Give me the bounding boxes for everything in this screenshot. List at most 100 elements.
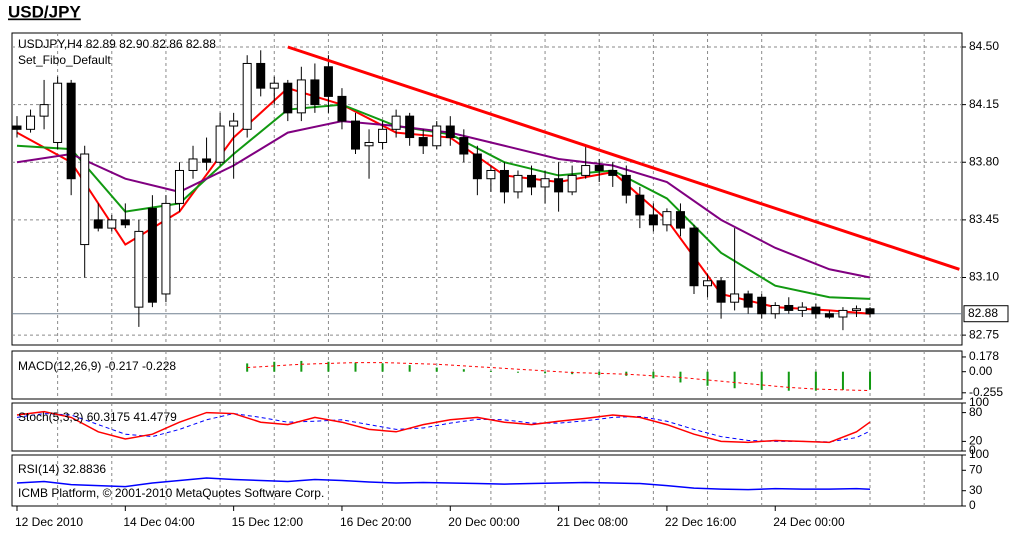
macd-bar [787, 371, 790, 391]
macd-bar [300, 360, 303, 372]
candle-body [743, 293, 753, 308]
candle-body [797, 306, 807, 311]
candle-body [527, 174, 537, 188]
trendline [287, 45, 960, 271]
candle-body [229, 120, 239, 127]
y-tick-label: 84.15 [969, 97, 999, 111]
candle-body [594, 165, 604, 171]
candle-body [242, 62, 252, 130]
rsi-line [16, 477, 871, 491]
macd-bar [435, 367, 438, 372]
macd-bar [516, 371, 519, 373]
x-tick-label: 22 Dec 16:00 [665, 515, 737, 529]
copyright: ICMB Platform, © 2001-2010 MetaQuotes So… [18, 486, 324, 500]
stoch-signal [16, 413, 871, 443]
header: USDJPY,H4 82.89 82.90 82.86 82.88 [18, 37, 216, 51]
macd-bar [381, 363, 384, 372]
x-tick-label: 21 Dec 08:00 [557, 515, 629, 529]
y-tick-label: 82.75 [969, 327, 999, 341]
candle-body [378, 128, 388, 143]
candle-body [107, 219, 117, 229]
candle-body [269, 82, 279, 89]
candle-body [161, 202, 171, 295]
y-tick-label: 0.00 [969, 364, 993, 378]
y-tick-label: 84.50 [969, 39, 999, 53]
candle-body [202, 158, 212, 163]
macd-bar [760, 371, 763, 390]
x-tick-label: 12 Dec 2010 [15, 515, 83, 529]
price-label-box [963, 305, 1009, 323]
candle-body [364, 141, 374, 147]
candle-body [147, 207, 157, 303]
candle-body [93, 219, 103, 229]
y-tick-label: 70 [969, 462, 983, 476]
candle-body [811, 306, 821, 315]
macd-bar [733, 371, 736, 389]
candle-body [486, 169, 496, 180]
candle-body [635, 194, 645, 216]
candle-body [39, 104, 49, 117]
macd-bar [652, 371, 655, 379]
candle-body [662, 211, 672, 226]
candle-body [310, 79, 320, 106]
candle-body [12, 125, 22, 130]
macd-bar [841, 371, 844, 390]
candle-body [215, 125, 225, 163]
y-tick-label: 83.10 [969, 270, 999, 284]
indicator-label: Set_Fibo_Default [18, 53, 111, 67]
candle-body [351, 120, 360, 150]
candle-body [716, 280, 726, 303]
candle-body [256, 62, 266, 89]
stoch-main [16, 410, 871, 444]
macd-bar [869, 371, 872, 390]
x-tick-label: 20 Dec 00:00 [448, 515, 520, 529]
x-tick-label: 15 Dec 12:00 [232, 515, 304, 529]
macd-bar [354, 362, 357, 372]
candle-body [540, 178, 550, 188]
candle-body [621, 174, 631, 196]
candle-body [865, 308, 875, 315]
candle-body [784, 304, 794, 311]
y-tick-label: 20 [969, 434, 983, 448]
macd-bar [814, 371, 817, 391]
candle-body [405, 115, 415, 139]
candle-body [418, 137, 428, 147]
macd-label: MACD(12,26,9) -0.217 -0.228 [18, 359, 176, 373]
candle-body [581, 165, 591, 176]
candle-body [499, 169, 509, 193]
candle-body [445, 125, 455, 139]
candle-body [432, 125, 442, 147]
candle-body [188, 158, 198, 171]
candle-body [703, 280, 713, 287]
chart-title: USD/JPY [8, 2, 81, 21]
candle-body [567, 174, 577, 193]
macd-bar [273, 361, 276, 372]
y-tick-label: -0.255 [969, 385, 1003, 399]
y-tick-label: 0.178 [969, 349, 999, 363]
candle-body [66, 82, 76, 180]
candle-body [513, 174, 523, 193]
candle-body [337, 95, 347, 122]
candle-body [296, 79, 306, 114]
y-tick-label: 100 [969, 395, 989, 409]
macd-bar [544, 371, 547, 374]
x-tick-label: 16 Dec 20:00 [340, 515, 412, 529]
candle-body [608, 169, 618, 176]
candle-body [851, 308, 861, 311]
candle-body [689, 227, 699, 287]
candle-body [757, 296, 767, 315]
y-tick-label: 83.80 [969, 154, 999, 168]
candle-body [838, 309, 848, 318]
macd-bar [489, 370, 492, 372]
candle-body [283, 82, 293, 114]
x-tick-label: 14 Dec 04:00 [123, 515, 195, 529]
panel-frame [11, 454, 963, 507]
candle-body [554, 178, 564, 193]
candle-body [459, 137, 469, 155]
candle-body [26, 115, 36, 130]
price-label: 82.88 [968, 306, 998, 320]
candle-body [323, 66, 333, 97]
macd-bar [706, 371, 709, 386]
panel-frame [11, 350, 963, 400]
